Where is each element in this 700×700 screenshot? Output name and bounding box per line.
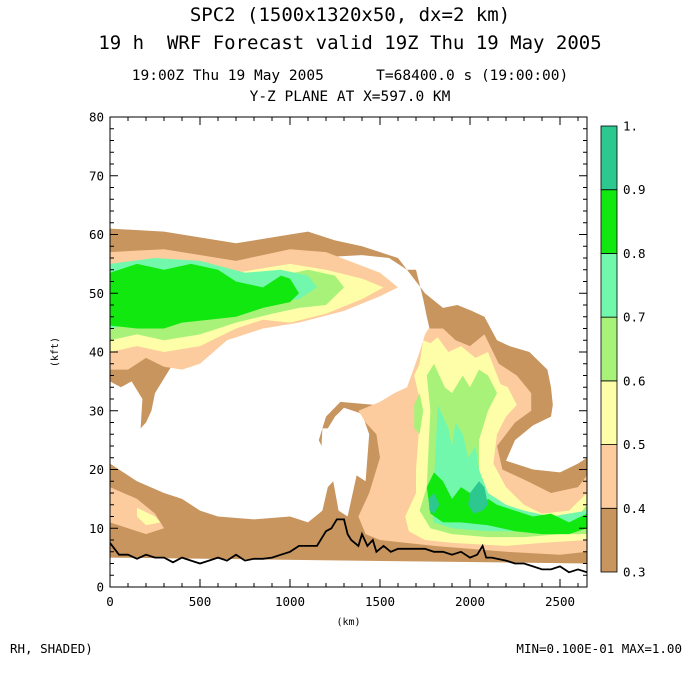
x-tick-label: 2000 <box>455 594 485 609</box>
terrain-line <box>110 518 587 574</box>
rh-shading <box>110 228 587 564</box>
x-tick-label: 500 <box>189 594 212 609</box>
colorbar-label: 0.8 <box>623 246 646 261</box>
terrain-polyline <box>110 518 587 574</box>
rh-region-0_5-6 <box>137 507 161 526</box>
axis-tick-labels: 0 500 1000 1500 2000 2500 0 10 20 30 40 50 60 70 80 <box>89 110 575 610</box>
y-tick-label: 40 <box>89 345 104 360</box>
valid-time-info: 19:00Z Thu 19 May 2005 T=68400.0 s (19:0… <box>131 68 569 84</box>
x-tick-label: 1500 <box>365 594 395 609</box>
colorbar-swatch <box>600 316 618 382</box>
rh-region-0_9-15 <box>468 481 488 514</box>
y-tick-label: 70 <box>89 168 104 183</box>
y-tick-label: 60 <box>89 227 104 242</box>
y-tick-label: 20 <box>89 462 104 477</box>
x-axis-label: (km) <box>336 617 360 628</box>
axis-ticks <box>109 116 587 588</box>
colorbar-label: 0.5 <box>623 437 646 452</box>
colorbar-label: 0.6 <box>623 373 646 388</box>
colorbar-swatch <box>600 253 618 318</box>
chart-title: SPC2 (1500x1320x50, dx=2 km) <box>189 4 511 26</box>
y-tick-label: 0 <box>96 580 104 595</box>
x-tick-label: 2500 <box>545 594 575 609</box>
y-tick-label: 80 <box>89 110 104 125</box>
colorbar-swatch <box>600 380 618 445</box>
rh-region-0_8-13 <box>426 472 587 535</box>
colorbar-label: 0.3 <box>623 565 646 580</box>
x-tick-label: 1000 <box>275 594 305 609</box>
colorbar-label: 0.9 <box>623 182 646 197</box>
field-label: RH, SHADED) <box>10 641 93 656</box>
colorbar-swatch <box>600 507 618 573</box>
colorbar-swatch <box>600 189 618 254</box>
colorbar-label: 1. <box>623 119 638 134</box>
chart-subtitle: 19 h WRF Forecast valid 19Z Thu 19 May 2… <box>98 32 602 54</box>
rh-region-0_9-14 <box>428 493 440 514</box>
x-tick-label: 0 <box>106 594 114 609</box>
colorbar-swatch <box>600 125 618 191</box>
y-tick-label: 30 <box>89 403 104 418</box>
colorbar-label: 0.4 <box>623 501 646 516</box>
y-tick-label: 10 <box>89 521 104 536</box>
colorbar-label: 0.7 <box>623 310 646 325</box>
min-max-label: MIN=0.100E-01 MAX=1.00 <box>516 641 682 656</box>
plane-label: Y-Z PLANE AT X=597.0 KM <box>249 89 451 105</box>
colorbar: 0.3 0.4 0.5 0.6 0.7 0.8 0.9 1. <box>600 119 646 580</box>
colorbar-swatch <box>600 444 618 509</box>
y-tick-label: 50 <box>89 286 104 301</box>
rh-region-0_8-12 <box>110 263 299 329</box>
y-axis-label: (kft) <box>50 337 61 367</box>
rh-region-0_6-9 <box>414 393 424 435</box>
